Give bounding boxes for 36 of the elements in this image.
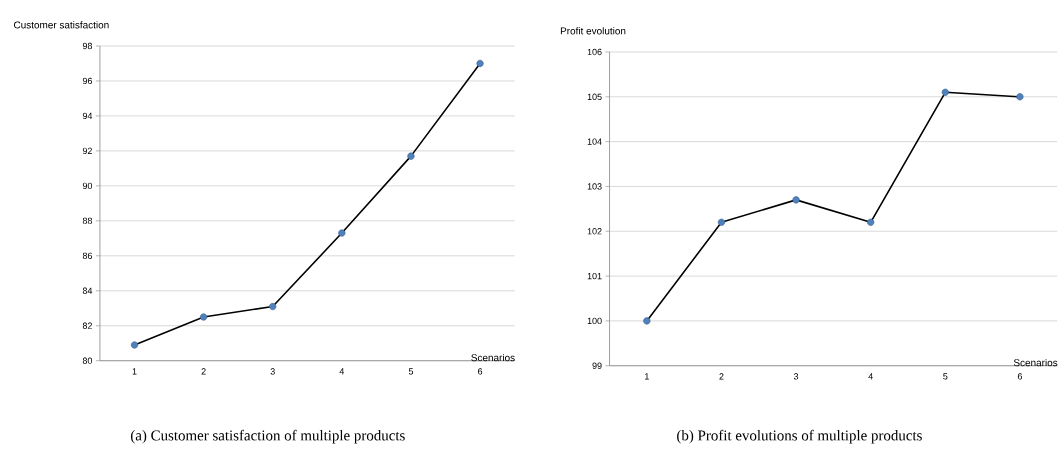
x-tick-label: 2 [201, 368, 206, 375]
y-tick-label: 99 [592, 362, 602, 370]
x-tick-label: 3 [793, 373, 799, 380]
y-tick-label: 102 [587, 228, 602, 235]
x-tick-label: 5 [408, 368, 414, 375]
x-tick-label: 4 [339, 368, 345, 375]
y-tick-label: 90 [82, 182, 93, 190]
y-tick-label: 104 [587, 138, 602, 145]
x-tick-label: 1 [645, 373, 649, 380]
x-tick-label: 6 [478, 368, 483, 375]
x-tick-label: 6 [1017, 373, 1023, 380]
y-tick-label: 80 [82, 357, 93, 365]
y-tick-label: 98 [82, 42, 93, 50]
y-tick-label: 96 [82, 77, 93, 85]
x-axis-title: Scenarios [471, 354, 515, 362]
y-axis-title: Customer satisfaction [14, 21, 109, 29]
y-tick-label: 101 [587, 273, 602, 280]
y-tick-label: 84 [82, 287, 93, 295]
x-tick-label: 2 [719, 373, 724, 380]
x-tick-label: 4 [868, 373, 873, 380]
y-tick-label: 94 [82, 112, 93, 120]
x-tick-label: 3 [270, 368, 275, 375]
y-tick-label: 100 [587, 317, 602, 325]
x-axis-title: Scenarios [1013, 359, 1058, 367]
y-tick-label: 82 [82, 322, 92, 330]
y-tick-label: 106 [587, 48, 602, 56]
y-tick-label: 88 [82, 217, 93, 225]
y-tick-label: 86 [82, 252, 93, 260]
x-tick-label: 1 [132, 368, 137, 375]
x-tick-label: 5 [943, 373, 948, 380]
text: (a) Customer satisfaction of multiple products [130, 430, 405, 444]
y-tick-label: 103 [587, 183, 602, 190]
text: (b) Profit evolutions of multiple products [677, 430, 922, 444]
y-tick-label: 105 [587, 93, 602, 101]
y-tick-label: 92 [82, 147, 92, 155]
y-axis-title: Profit evolution [560, 27, 626, 35]
